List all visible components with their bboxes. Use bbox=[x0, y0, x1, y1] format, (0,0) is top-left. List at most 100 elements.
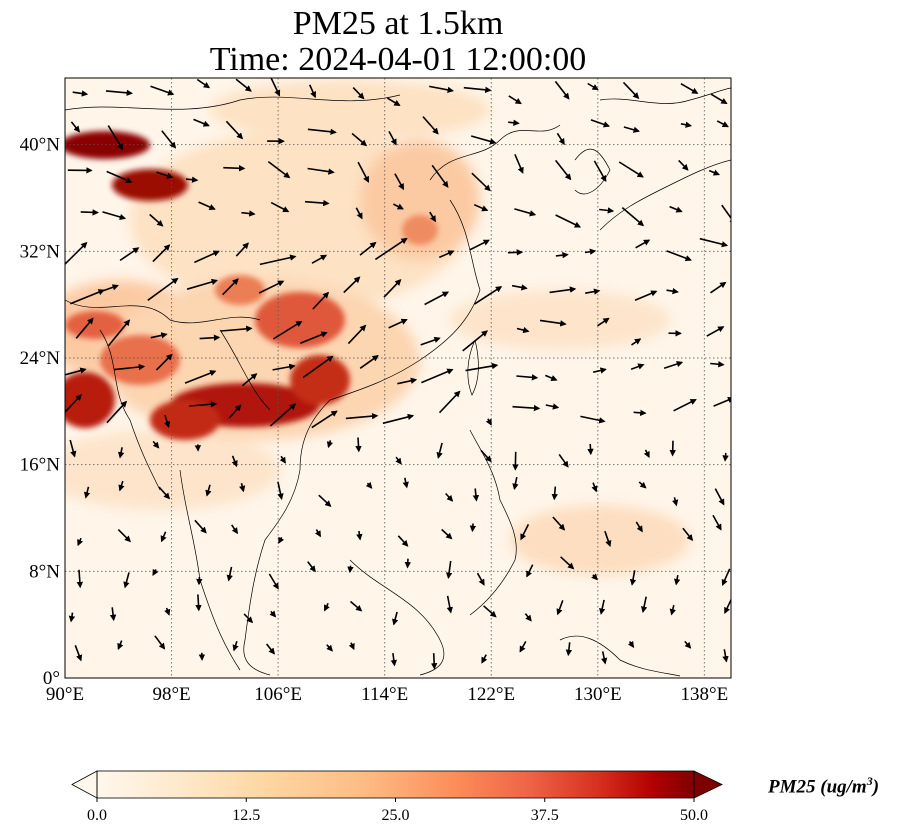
wind-arrow bbox=[712, 514, 722, 531]
lat-tick-label: 40°N bbox=[20, 135, 61, 156]
wind-arrow bbox=[194, 250, 220, 264]
wind-arrow bbox=[591, 482, 598, 493]
wind-arrow bbox=[635, 239, 651, 249]
wind-arrow bbox=[270, 78, 281, 97]
wind-arrow bbox=[318, 494, 332, 507]
wind-arrow bbox=[402, 477, 409, 489]
wind-arrow bbox=[585, 288, 601, 295]
wind-arrow bbox=[189, 401, 218, 408]
wind-arrow bbox=[80, 209, 99, 216]
wind-arrow bbox=[621, 206, 645, 227]
wind-vectors bbox=[65, 78, 731, 670]
wind-arrow bbox=[356, 530, 363, 541]
wind-arrow bbox=[147, 277, 179, 301]
wind-arrow bbox=[469, 239, 490, 251]
wind-arrow bbox=[554, 159, 572, 181]
wind-arrow bbox=[508, 95, 522, 105]
wind-arrow bbox=[119, 247, 140, 262]
wind-arrow bbox=[75, 317, 94, 339]
wind-arrow bbox=[223, 165, 246, 172]
wind-arrow bbox=[446, 595, 453, 614]
wind-arrow bbox=[597, 317, 610, 327]
wind-arrow bbox=[429, 85, 454, 94]
wind-arrow bbox=[69, 289, 105, 305]
colorbar-tick-label: 12.5 bbox=[232, 807, 260, 824]
wind-arrow bbox=[302, 355, 334, 379]
wind-arrow bbox=[278, 536, 285, 544]
wind-arrow bbox=[469, 523, 477, 533]
wind-arrow bbox=[623, 126, 640, 133]
wind-arrow bbox=[678, 159, 689, 171]
wind-arrow bbox=[265, 643, 275, 655]
colorbar-title-superscript: 3 bbox=[866, 774, 873, 788]
wind-arrow bbox=[69, 439, 77, 458]
colorbar-min-extend bbox=[71, 770, 98, 799]
wind-arrow bbox=[622, 81, 640, 100]
wind-arrow bbox=[102, 211, 127, 221]
wind-arrow bbox=[351, 132, 368, 147]
wind-arrow bbox=[347, 324, 367, 345]
colorbar: 0.0 12.5 25.0 37.5 50.0 bbox=[71, 770, 723, 824]
wind-arrow bbox=[374, 237, 408, 261]
wind-arrow bbox=[397, 377, 418, 385]
wind-arrow bbox=[164, 415, 171, 429]
wind-arrow bbox=[424, 291, 450, 306]
wind-arrow bbox=[392, 611, 399, 626]
wind-arrow bbox=[552, 516, 566, 531]
wind-arrow bbox=[441, 528, 453, 540]
coastlines bbox=[65, 87, 731, 677]
wind-arrow bbox=[194, 519, 207, 534]
wind-arrow bbox=[272, 363, 296, 371]
wind-arrow bbox=[556, 132, 565, 146]
wind-arrow bbox=[673, 398, 697, 412]
wind-arrow bbox=[196, 78, 211, 89]
wind-arrow bbox=[722, 452, 729, 462]
wind-arrow bbox=[359, 241, 377, 256]
wind-arrow bbox=[185, 176, 199, 183]
wind-arrow bbox=[516, 374, 539, 381]
wind-arrow bbox=[109, 607, 117, 622]
wind-arrow bbox=[630, 363, 645, 371]
wind-arrow bbox=[669, 605, 676, 616]
wind-arrow bbox=[710, 93, 728, 105]
lat-tick-label: 32°N bbox=[20, 241, 61, 262]
wind-arrow bbox=[710, 281, 727, 294]
wind-arrow bbox=[699, 237, 729, 248]
wind-arrow bbox=[235, 242, 249, 257]
wind-arrow bbox=[270, 201, 290, 213]
wind-arrow bbox=[347, 565, 354, 574]
wind-arrow bbox=[393, 203, 404, 210]
wind-arrow bbox=[72, 90, 89, 97]
wind-arrow bbox=[684, 640, 692, 649]
wind-arrow bbox=[186, 278, 219, 290]
wind-arrow bbox=[307, 128, 337, 135]
wind-arrow bbox=[713, 397, 731, 407]
wind-arrow bbox=[308, 84, 317, 99]
wind-arrow bbox=[601, 651, 608, 665]
wind-arrow bbox=[472, 488, 480, 502]
wind-arrow bbox=[555, 251, 569, 259]
wind-arrow bbox=[404, 558, 411, 569]
wind-arrow bbox=[721, 568, 731, 586]
wind-arrow bbox=[279, 455, 286, 464]
wind-arrow bbox=[307, 167, 335, 175]
wind-arrow bbox=[149, 213, 164, 227]
wind-arrow bbox=[584, 248, 597, 255]
wind-arrow bbox=[195, 594, 202, 612]
wind-arrow bbox=[545, 403, 560, 410]
wind-arrow bbox=[388, 318, 408, 329]
wind-arrow bbox=[663, 360, 684, 370]
wind-arrow bbox=[198, 201, 216, 210]
wind-arrow bbox=[633, 409, 647, 416]
wind-arrow bbox=[259, 254, 297, 266]
wind-arrow bbox=[445, 560, 453, 579]
wind-arrow bbox=[429, 211, 436, 223]
wind-arrow bbox=[680, 83, 699, 94]
lon-tick-label: 130°E bbox=[574, 684, 622, 705]
wind-arrow bbox=[394, 173, 405, 191]
wind-arrow bbox=[355, 437, 362, 453]
colorbar-title-main: PM25 (ug/m bbox=[768, 776, 867, 798]
wind-arrow bbox=[485, 418, 492, 426]
wind-arrow bbox=[511, 284, 528, 291]
